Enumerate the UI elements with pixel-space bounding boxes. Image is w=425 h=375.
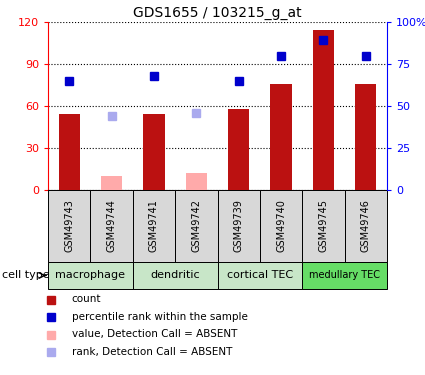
Text: cortical TEC: cortical TEC — [227, 270, 293, 280]
Text: medullary TEC: medullary TEC — [309, 270, 380, 280]
Bar — [270, 84, 292, 190]
Bar — [218, 190, 260, 262]
Bar — [260, 190, 302, 262]
Bar — [302, 190, 345, 262]
Bar — [48, 262, 133, 289]
Text: GSM49739: GSM49739 — [234, 199, 244, 252]
Text: dendritic: dendritic — [150, 270, 200, 280]
Text: cell type: cell type — [2, 270, 50, 280]
Bar — [91, 190, 133, 262]
Bar — [175, 190, 218, 262]
Text: rank, Detection Call = ABSENT: rank, Detection Call = ABSENT — [72, 347, 232, 357]
Bar — [355, 84, 377, 190]
Text: GSM49742: GSM49742 — [191, 199, 201, 252]
Text: GSM49746: GSM49746 — [361, 199, 371, 252]
Text: percentile rank within the sample: percentile rank within the sample — [72, 312, 248, 322]
Title: GDS1655 / 103215_g_at: GDS1655 / 103215_g_at — [133, 6, 302, 20]
Bar — [302, 262, 387, 289]
Text: count: count — [72, 294, 101, 304]
Bar — [48, 190, 91, 262]
Bar — [228, 109, 249, 190]
Text: GSM49743: GSM49743 — [64, 199, 74, 252]
Bar — [186, 173, 207, 190]
Bar — [218, 262, 302, 289]
Bar — [313, 30, 334, 190]
Text: GSM49745: GSM49745 — [318, 199, 329, 252]
Bar — [345, 190, 387, 262]
Text: GSM49744: GSM49744 — [107, 199, 116, 252]
Text: GSM49741: GSM49741 — [149, 199, 159, 252]
Bar — [59, 114, 80, 190]
Text: GSM49740: GSM49740 — [276, 199, 286, 252]
Bar — [133, 190, 175, 262]
Bar — [133, 262, 218, 289]
Text: value, Detection Call = ABSENT: value, Detection Call = ABSENT — [72, 330, 237, 339]
Bar — [143, 114, 164, 190]
Bar — [101, 176, 122, 190]
Text: macrophage: macrophage — [55, 270, 125, 280]
